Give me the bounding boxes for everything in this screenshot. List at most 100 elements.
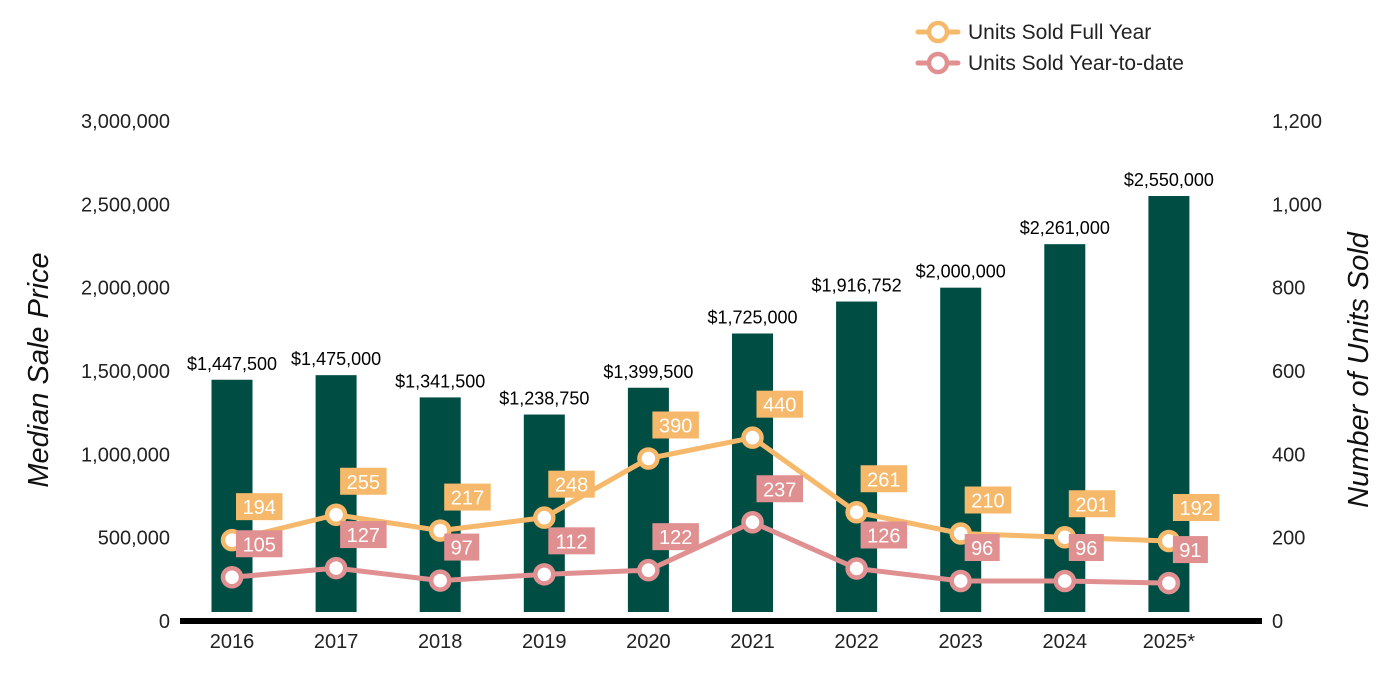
bar-value-label: $2,550,000 xyxy=(1124,170,1214,190)
data-label: 122 xyxy=(659,527,692,549)
data-label-box xyxy=(340,521,387,549)
data-point xyxy=(637,447,660,470)
line-series: 194 255 217 248 390 440 261 210 201 192 105 127 97 11… xyxy=(220,390,1220,595)
y-tick-label-left: 1,500,000 xyxy=(81,361,170,383)
x-tick-label: 2022 xyxy=(834,631,879,653)
x-tick-label: 2020 xyxy=(626,631,671,653)
data-label-box xyxy=(444,483,491,511)
data-label: 96 xyxy=(971,538,993,560)
x-tick-label: 2017 xyxy=(314,631,359,653)
bar-value-label: $2,000,000 xyxy=(916,262,1006,282)
y-axis-title-right: Number of Units Sold xyxy=(1343,231,1375,507)
data-point xyxy=(324,556,348,580)
y-tick-label-right: 0 xyxy=(1272,611,1283,633)
data-point xyxy=(533,506,556,529)
data-label: 127 xyxy=(347,525,380,547)
bar-value-label: $1,399,500 xyxy=(603,362,693,382)
bar-value-label: $1,238,750 xyxy=(499,389,589,409)
bar-value-label: $2,261,000 xyxy=(1020,218,1110,238)
data-point xyxy=(533,563,556,586)
data-point xyxy=(845,557,868,580)
data-label: 217 xyxy=(451,488,484,510)
data-point xyxy=(741,511,764,534)
data-label: 248 xyxy=(555,475,588,497)
legend: Units Sold Full Year Units Sold Year-to-d… xyxy=(915,20,1184,75)
data-label: 440 xyxy=(763,395,796,417)
data-label-box xyxy=(652,523,699,551)
data-label: 126 xyxy=(867,526,900,548)
data-label: 112 xyxy=(556,531,588,553)
data-label: 210 xyxy=(971,491,1004,513)
data-label-box xyxy=(652,411,699,439)
data-label-box xyxy=(236,493,283,521)
x-tick-label: 2019 xyxy=(522,631,567,653)
bar-value-label: $1,725,000 xyxy=(707,308,797,328)
bar xyxy=(940,287,982,612)
x-axis: 2016 2017 2018 2019 2020 2021 2022 2023 2024 2025… xyxy=(210,631,1196,653)
data-label: 237 xyxy=(763,479,796,501)
data-label: 96 xyxy=(1075,538,1097,560)
data-label-box xyxy=(1068,534,1104,561)
legend-marker xyxy=(926,20,950,44)
y-tick-label-right: 200 xyxy=(1272,528,1305,550)
data-label-box xyxy=(756,475,803,503)
data-point xyxy=(428,569,452,592)
y-tick-label-left: 3,000,000 xyxy=(81,111,170,133)
legend-marker xyxy=(926,51,950,75)
y-tick-label-right: 800 xyxy=(1272,278,1305,300)
data-label: 255 xyxy=(347,472,380,494)
data-label: 91 xyxy=(1179,540,1201,562)
data-label-box xyxy=(1172,494,1220,521)
data-label-box xyxy=(1172,536,1208,564)
y-axis-title-left: Median Sale Price xyxy=(23,252,55,487)
data-point xyxy=(949,569,972,593)
data-label-box xyxy=(756,390,803,418)
data-point xyxy=(1053,569,1077,593)
data-label: 261 xyxy=(867,469,900,491)
x-tick-label: 2023 xyxy=(938,631,983,653)
x-tick-label: 2016 xyxy=(210,631,255,653)
y-tick-label-left: 1,000,000 xyxy=(81,444,170,466)
legend-label: Units Sold Full Year xyxy=(968,21,1151,44)
data-label-box xyxy=(548,470,595,498)
x-tick-label: 2021 xyxy=(730,631,775,653)
data-label-box xyxy=(964,486,1012,514)
y-tick-label-left: 2,000,000 xyxy=(81,278,170,300)
bar-value-label: $1,475,000 xyxy=(291,349,381,369)
bar-value-label: $1,341,500 xyxy=(395,371,485,391)
bar xyxy=(732,333,773,612)
x-tick-label: 2025* xyxy=(1143,631,1195,653)
y-tick-label-right: 1,200 xyxy=(1272,111,1322,133)
data-label-box xyxy=(964,534,1000,561)
data-label-box xyxy=(1068,490,1116,518)
data-label-box xyxy=(236,530,283,558)
legend-label: Units Sold Year-to-date xyxy=(968,52,1184,75)
y-tick-label-left: 500,000 xyxy=(98,528,170,550)
bar-value-label: $1,916,752 xyxy=(812,276,902,296)
data-label: 105 xyxy=(243,534,276,556)
data-point xyxy=(220,566,244,589)
data-label: 194 xyxy=(243,497,276,519)
data-point xyxy=(845,501,868,524)
data-label: 192 xyxy=(1179,498,1212,520)
series-line xyxy=(229,435,1172,544)
y-tick-label-left: 2,500,000 xyxy=(81,194,170,216)
y-tick-label-left: 0 xyxy=(159,611,170,633)
x-tick-label: 2018 xyxy=(418,631,463,653)
y-tick-label-right: 400 xyxy=(1272,444,1305,466)
y-axis-right: 0 200 400 600 800 1,000 1,200 xyxy=(1272,111,1322,633)
data-point xyxy=(324,503,348,526)
data-point xyxy=(637,558,660,582)
data-label: 390 xyxy=(659,416,692,438)
data-point xyxy=(741,426,764,449)
data-label-box xyxy=(444,533,480,561)
data-point xyxy=(1157,571,1181,595)
y-tick-label-right: 1,000 xyxy=(1272,194,1322,216)
y-tick-label-right: 600 xyxy=(1272,361,1305,383)
data-label-box xyxy=(860,465,908,493)
data-label-box xyxy=(548,527,595,555)
data-label: 97 xyxy=(451,538,473,560)
series-line xyxy=(229,519,1172,586)
bar-value-label: $1,447,500 xyxy=(187,354,277,374)
